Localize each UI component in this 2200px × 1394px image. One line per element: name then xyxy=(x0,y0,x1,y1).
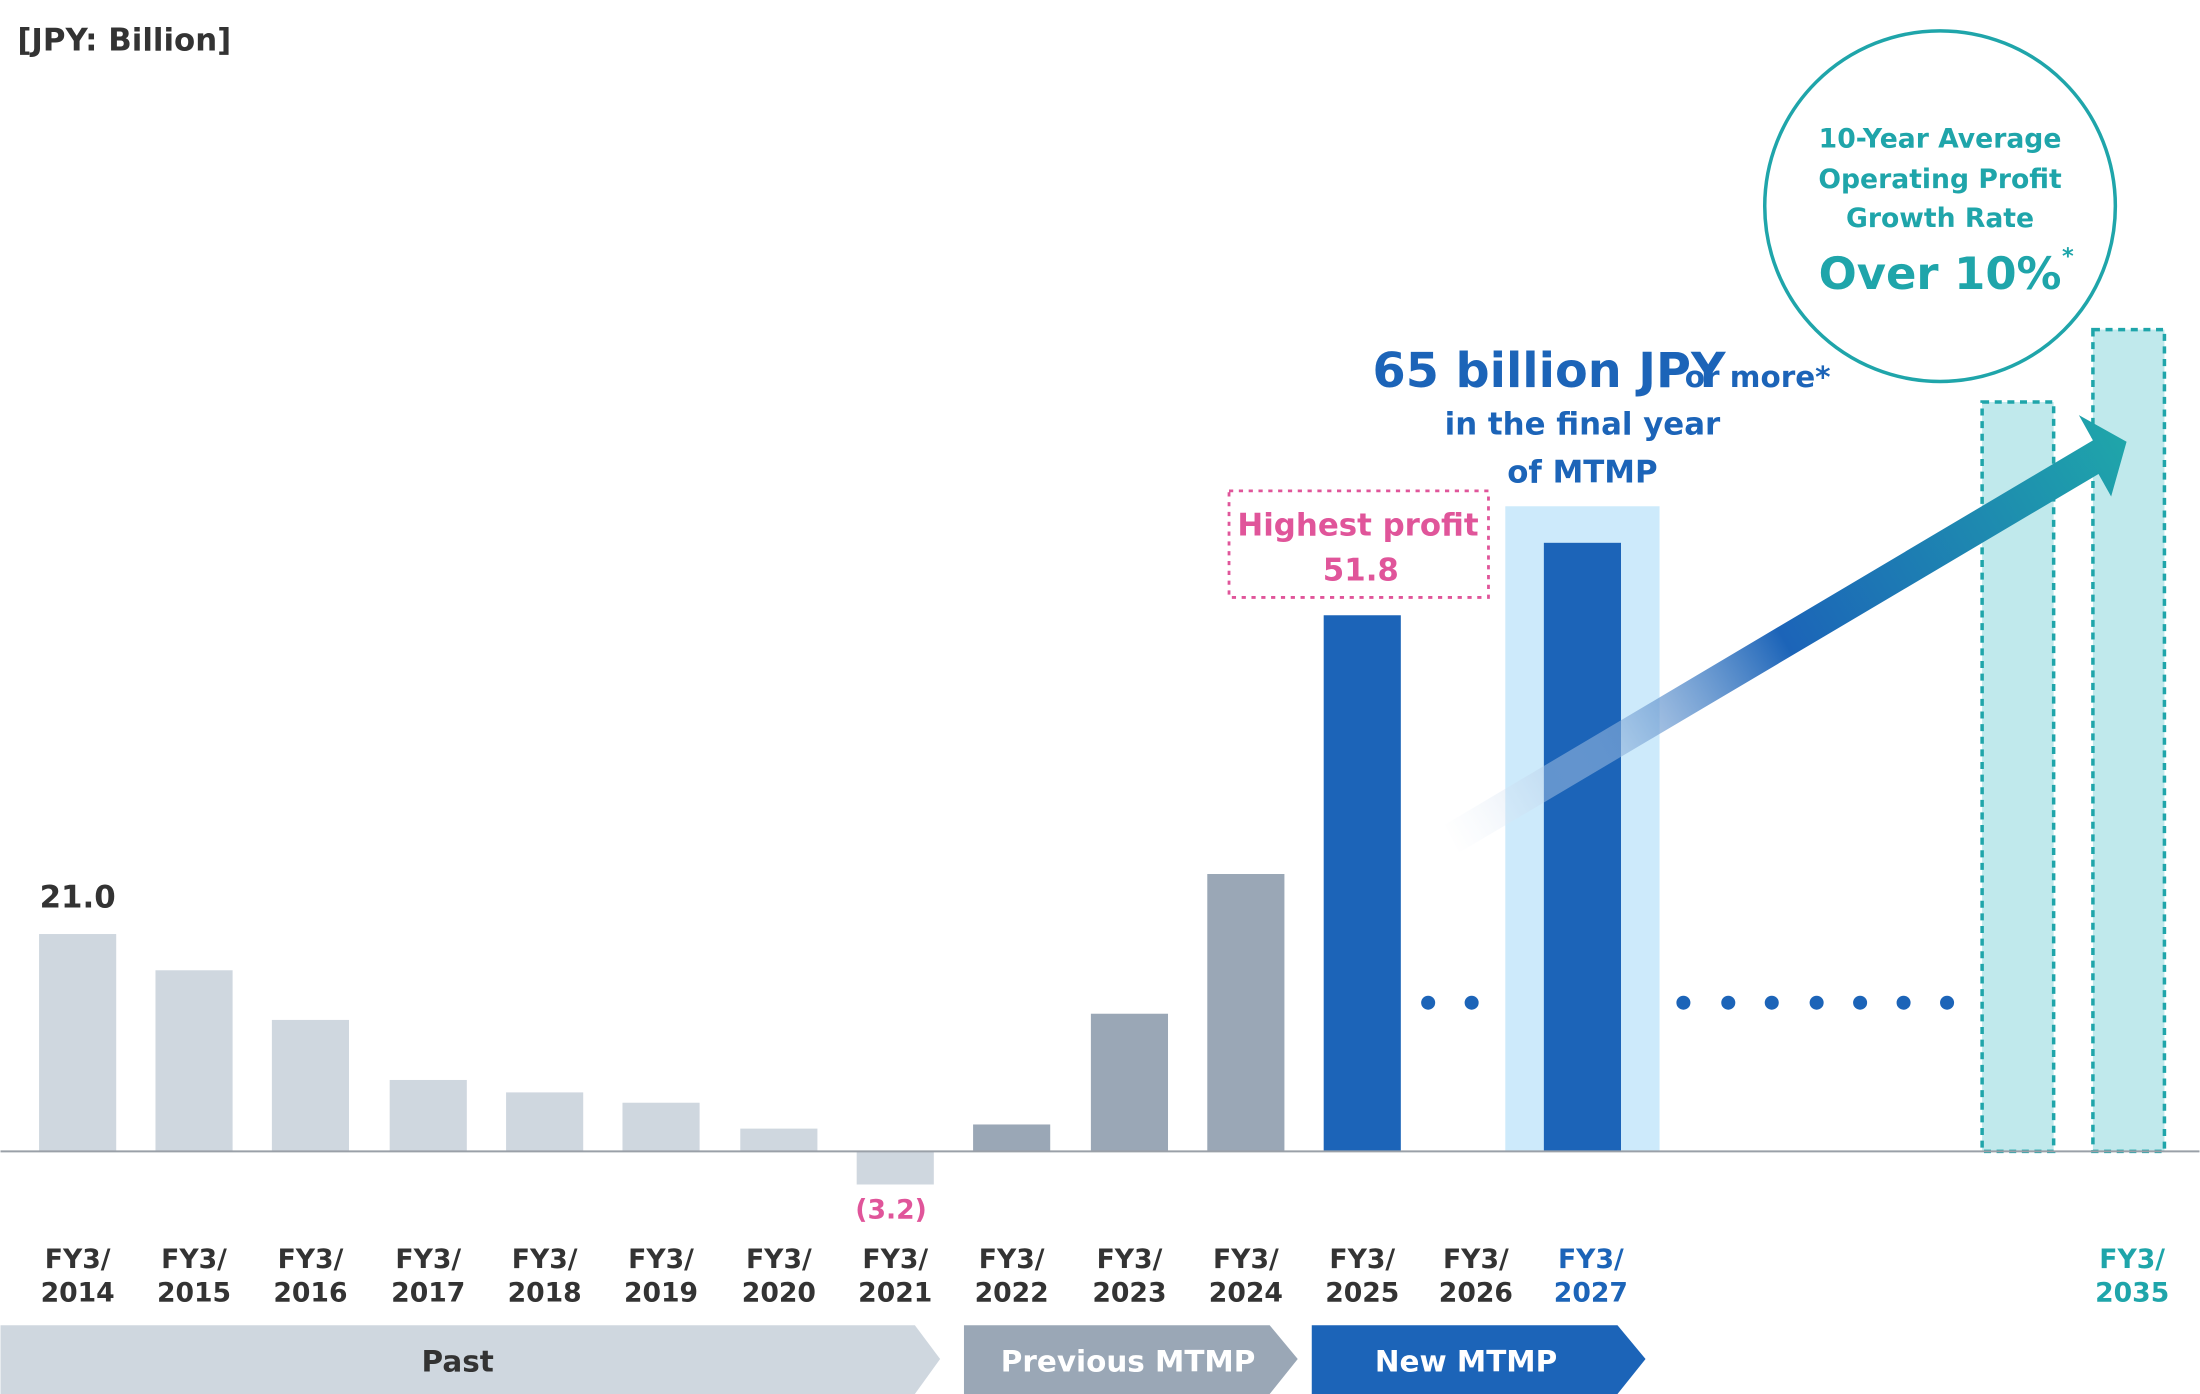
bar-2018 xyxy=(506,1092,584,1152)
bar-2027 xyxy=(1543,542,1621,1152)
ellipsis-dot xyxy=(1721,995,1736,1010)
bar-2016 xyxy=(271,1019,350,1152)
target-main: 65 billion JPY xyxy=(1373,344,1726,399)
category-label-2022: FY3/ xyxy=(979,1244,1045,1275)
highest-profit-box xyxy=(1227,489,1490,599)
category-year-2027: 2027 xyxy=(1554,1277,1628,1308)
category-label-2035: FY3/ xyxy=(2099,1244,2165,1275)
growth-arrow xyxy=(1444,415,2127,853)
circle-value: Over 10% xyxy=(1819,247,2062,300)
ellipsis-dot xyxy=(1896,995,1911,1010)
bar-2023 xyxy=(1090,1013,1169,1152)
growth-rate-circle xyxy=(1762,29,2118,384)
category-year-2035: 2035 xyxy=(2095,1277,2169,1308)
period-band-previous-mtmp xyxy=(963,1325,1298,1394)
category-label-2023: FY3/ xyxy=(1097,1244,1163,1275)
bar-2025 xyxy=(1323,615,1401,1152)
category-label-2015: FY3/ xyxy=(161,1244,227,1275)
unit-label: [JPY: Billion] xyxy=(17,22,231,58)
category-label-2024: FY3/ xyxy=(1213,1244,1279,1275)
category-year-2024: 2024 xyxy=(1209,1277,1283,1308)
category-label-2021: FY3/ xyxy=(862,1244,928,1275)
category-year-2017: 2017 xyxy=(391,1277,465,1308)
category-label-2018: FY3/ xyxy=(512,1244,578,1275)
category-year-2025: 2025 xyxy=(1325,1277,1399,1308)
circle-line1: 10-Year Average xyxy=(1819,123,2062,154)
period-label-past: Past xyxy=(422,1345,494,1379)
bar-2014 xyxy=(39,934,117,1152)
highest-profit-label: Highest profit xyxy=(1237,508,1479,544)
category-year-2019: 2019 xyxy=(624,1277,698,1308)
period-label-new-mtmp: New MTMP xyxy=(1375,1345,1557,1379)
category-label-2020: FY3/ xyxy=(746,1244,812,1275)
category-year-2015: 2015 xyxy=(157,1277,231,1308)
data-label-2021: (3.2) xyxy=(855,1195,927,1226)
category-year-2020: 2020 xyxy=(742,1277,816,1308)
bar-2022 xyxy=(973,1124,1051,1152)
category-year-2026: 2026 xyxy=(1439,1277,1513,1308)
category-year-2018: 2018 xyxy=(508,1277,582,1308)
ellipsis-dot xyxy=(1764,995,1779,1010)
category-year-2023: 2023 xyxy=(1092,1277,1166,1308)
ellipsis-dot xyxy=(1853,995,1868,1010)
period-band-new-mtmp xyxy=(1311,1325,1646,1394)
data-label-2014: 21.0 xyxy=(40,879,116,915)
category-year-2016: 2016 xyxy=(273,1277,347,1308)
circle-asterisk: * xyxy=(2062,244,2074,270)
target-suffix: or more* xyxy=(1685,360,1831,394)
category-year-2021: 2021 xyxy=(858,1277,932,1308)
ellipsis-dot xyxy=(1809,995,1824,1010)
ellipsis-dot xyxy=(1464,995,1479,1010)
bar-2015 xyxy=(155,970,233,1152)
category-label-2014: FY3/ xyxy=(45,1244,111,1275)
category-year-2022: 2022 xyxy=(975,1277,1049,1308)
bar-2021 xyxy=(856,1151,934,1185)
highest-profit-value: 51.8 xyxy=(1323,553,1399,589)
category-year-2014: 2014 xyxy=(41,1277,115,1308)
ellipsis-dot xyxy=(1676,995,1691,1010)
period-label-previous-mtmp: Previous MTMP xyxy=(1001,1345,1256,1379)
ellipsis-dot xyxy=(1940,995,1955,1010)
category-label-2017: FY3/ xyxy=(395,1244,461,1275)
bar-2024 xyxy=(1207,874,1285,1152)
category-label-2025: FY3/ xyxy=(1329,1244,1395,1275)
period-band-past xyxy=(0,1325,941,1394)
ellipsis-dot xyxy=(1421,995,1436,1010)
bar-2020 xyxy=(740,1128,818,1152)
circle-line3: Growth Rate xyxy=(1846,203,2034,234)
bar-2017 xyxy=(389,1079,467,1152)
circle-line2: Operating Profit xyxy=(1818,164,2062,195)
target-line2: in the final year xyxy=(1445,407,1721,443)
category-label-2016: FY3/ xyxy=(278,1244,344,1275)
target-line3: of MTMP xyxy=(1507,454,1657,490)
category-label-2026: FY3/ xyxy=(1443,1244,1509,1275)
target-headline: 65 billion JPY xyxy=(1373,344,1726,399)
category-label-2027: FY3/ xyxy=(1558,1244,1624,1275)
bar-2019 xyxy=(622,1102,700,1152)
category-label-2019: FY3/ xyxy=(628,1244,694,1275)
